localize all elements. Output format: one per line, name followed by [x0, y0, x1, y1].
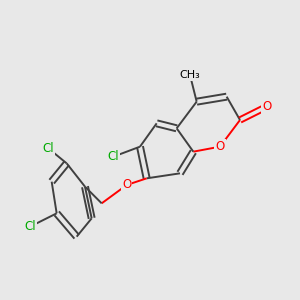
- Text: O: O: [122, 178, 131, 191]
- Text: Cl: Cl: [24, 220, 36, 233]
- Text: O: O: [215, 140, 225, 153]
- Text: Cl: Cl: [43, 142, 54, 155]
- Text: Cl: Cl: [107, 150, 119, 163]
- Text: CH₃: CH₃: [180, 70, 200, 80]
- Text: O: O: [262, 100, 271, 113]
